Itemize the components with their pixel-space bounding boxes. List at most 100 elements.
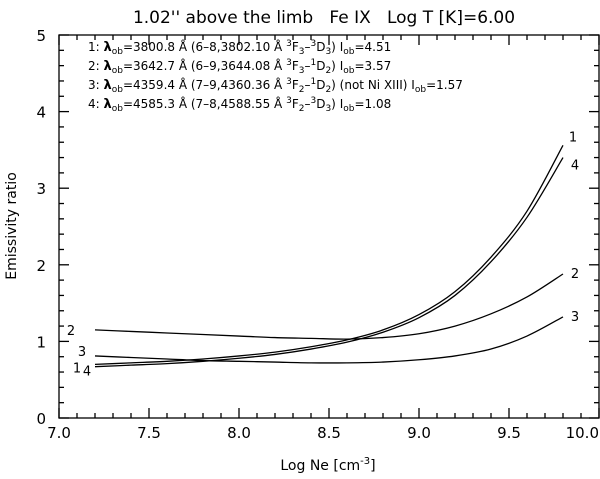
legend-lambda-value: =4585.3 Å (7–8,4588.55 Å	[123, 96, 286, 111]
legend-term2-mult: 3	[310, 96, 316, 106]
legend-lambda: λ	[104, 78, 112, 93]
legend: 1: λob=3800.8 Å (6–8,3802.10 Å 3F3–3D3) …	[88, 39, 463, 114]
series-1-line	[94, 144, 564, 366]
x-tick-label: 7.0	[47, 424, 71, 442]
legend-term1-base: F	[292, 78, 299, 92]
legend-term-dash: –	[304, 40, 310, 54]
legend-close: )	[331, 78, 336, 92]
legend-term2-base: D	[316, 40, 325, 54]
x-tick-label: 8.5	[317, 424, 341, 442]
legend-term1-sub: 2	[299, 85, 305, 95]
legend-entry-3: 3: λob=4359.4 Å (7–9,4360.36 Å 3F2–1D2) …	[88, 77, 463, 95]
x-axis-label-sup: -3	[360, 456, 370, 467]
legend-note: (not Ni XIII)	[336, 78, 411, 92]
legend-close: )	[331, 97, 336, 111]
legend-intensity-sub: ob	[343, 47, 355, 57]
y-tick-label: 0	[36, 410, 46, 428]
legend-intensity: I	[340, 59, 344, 73]
legend-intensity-sub: ob	[343, 104, 355, 114]
legend-term-dash: –	[304, 97, 310, 111]
legend-lambda: λ	[104, 40, 112, 55]
x-axis-label-text: Log Ne [cm	[280, 458, 360, 474]
legend-close: )	[331, 59, 336, 73]
legend-term1-mult: 3	[286, 39, 292, 49]
chart-title: 1.02'' above the limb Fe IX Log T [K]=6.…	[133, 8, 515, 28]
legend-term1-sub: 3	[299, 47, 305, 57]
legend-term2-base: D	[316, 59, 325, 73]
legend-id: 4:	[88, 97, 104, 111]
legend-lambda-value: =3800.8 Å (6–8,3802.10 Å	[123, 39, 286, 54]
legend-term2-mult: 3	[310, 39, 316, 49]
legend-term2-sub: 2	[325, 66, 331, 76]
legend-term2-sub: 2	[325, 85, 331, 95]
legend-lambda-sub: ob	[112, 85, 124, 95]
series-2-line	[94, 273, 564, 340]
legend-term2-mult: 1	[310, 77, 316, 87]
legend-intensity-value: =1.57	[426, 78, 463, 92]
legend-id: 1:	[88, 40, 104, 54]
legend-lambda: λ	[104, 97, 112, 112]
legend-entry-1: 1: λob=3800.8 Å (6–8,3802.10 Å 3F3–3D3) …	[88, 39, 391, 57]
legend-intensity-value: =1.08	[354, 97, 391, 111]
right-label-series-2: 2	[571, 267, 579, 282]
right-label-series-4: 4	[571, 159, 579, 174]
x-tick-label: 9.5	[497, 424, 521, 442]
left-label-series-1: 1	[73, 361, 81, 376]
x-axis-label: Log Ne [cm-3]	[280, 456, 375, 474]
legend-intensity-value: =4.51	[354, 40, 391, 54]
legend-lambda-sub: ob	[112, 47, 124, 57]
legend-intensity-sub: ob	[415, 85, 427, 95]
legend-term1-mult: 3	[286, 58, 292, 68]
x-tick-label: 10.0	[566, 424, 599, 442]
legend-intensity-value: =3.57	[354, 59, 391, 73]
y-tick-label: 4	[36, 104, 46, 122]
legend-term1-mult: 3	[286, 96, 292, 106]
legend-term2-sub: 3	[325, 47, 331, 57]
y-tick-label: 5	[36, 27, 46, 45]
legend-lambda-sub: ob	[112, 104, 124, 114]
legend-id: 2:	[88, 59, 104, 73]
legend-term1-sub: 3	[299, 66, 305, 76]
legend-term1-base: F	[292, 40, 299, 54]
legend-lambda: λ	[104, 59, 112, 74]
legend-term-dash: –	[304, 59, 310, 73]
legend-term1-base: F	[292, 97, 299, 111]
x-axis: 7.0 7.5 8.0 8.5 9.0 9.5 10.0	[47, 35, 600, 442]
legend-entry-2: 2: λob=3642.7 Å (6–9,3644.08 Å 3F3–1D2) …	[88, 58, 391, 76]
x-axis-label-end: ]	[370, 458, 375, 474]
series-3-line	[94, 316, 564, 364]
legend-entry-4: 4: λob=4585.3 Å (7–8,4588.55 Å 3F2–3D3) …	[88, 96, 391, 114]
left-label-series-2: 2	[67, 324, 75, 339]
series-4-line	[94, 157, 564, 368]
y-tick-label: 2	[36, 257, 46, 275]
y-tick-label: 1	[36, 333, 46, 351]
legend-intensity: I	[411, 78, 415, 92]
legend-term2-base: D	[316, 78, 325, 92]
series-lines	[94, 144, 564, 368]
legend-close: )	[331, 40, 336, 54]
legend-term1-base: F	[292, 59, 299, 73]
x-tick-label: 8.0	[227, 424, 251, 442]
legend-term2-mult: 1	[310, 58, 316, 68]
legend-term2-sub: 3	[325, 104, 331, 114]
right-label-series-1: 1	[569, 130, 577, 145]
legend-intensity: I	[340, 40, 344, 54]
legend-term1-sub: 2	[299, 104, 305, 114]
legend-term1-mult: 3	[286, 77, 292, 87]
legend-id: 3:	[88, 78, 104, 92]
legend-term2-base: D	[316, 97, 325, 111]
legend-intensity-sub: ob	[343, 66, 355, 76]
y-axis-label: Emissivity ratio	[4, 172, 20, 280]
x-tick-label: 9.0	[407, 424, 431, 442]
legend-lambda-sub: ob	[112, 66, 124, 76]
x-tick-label: 7.5	[137, 424, 161, 442]
left-label-series-3: 3	[78, 345, 86, 360]
legend-lambda-value: =4359.4 Å (7–9,4360.36 Å	[123, 77, 286, 92]
right-label-series-3: 3	[571, 310, 579, 325]
legend-term-dash: –	[304, 78, 310, 92]
legend-intensity: I	[340, 97, 344, 111]
left-label-series-4: 4	[83, 365, 91, 380]
